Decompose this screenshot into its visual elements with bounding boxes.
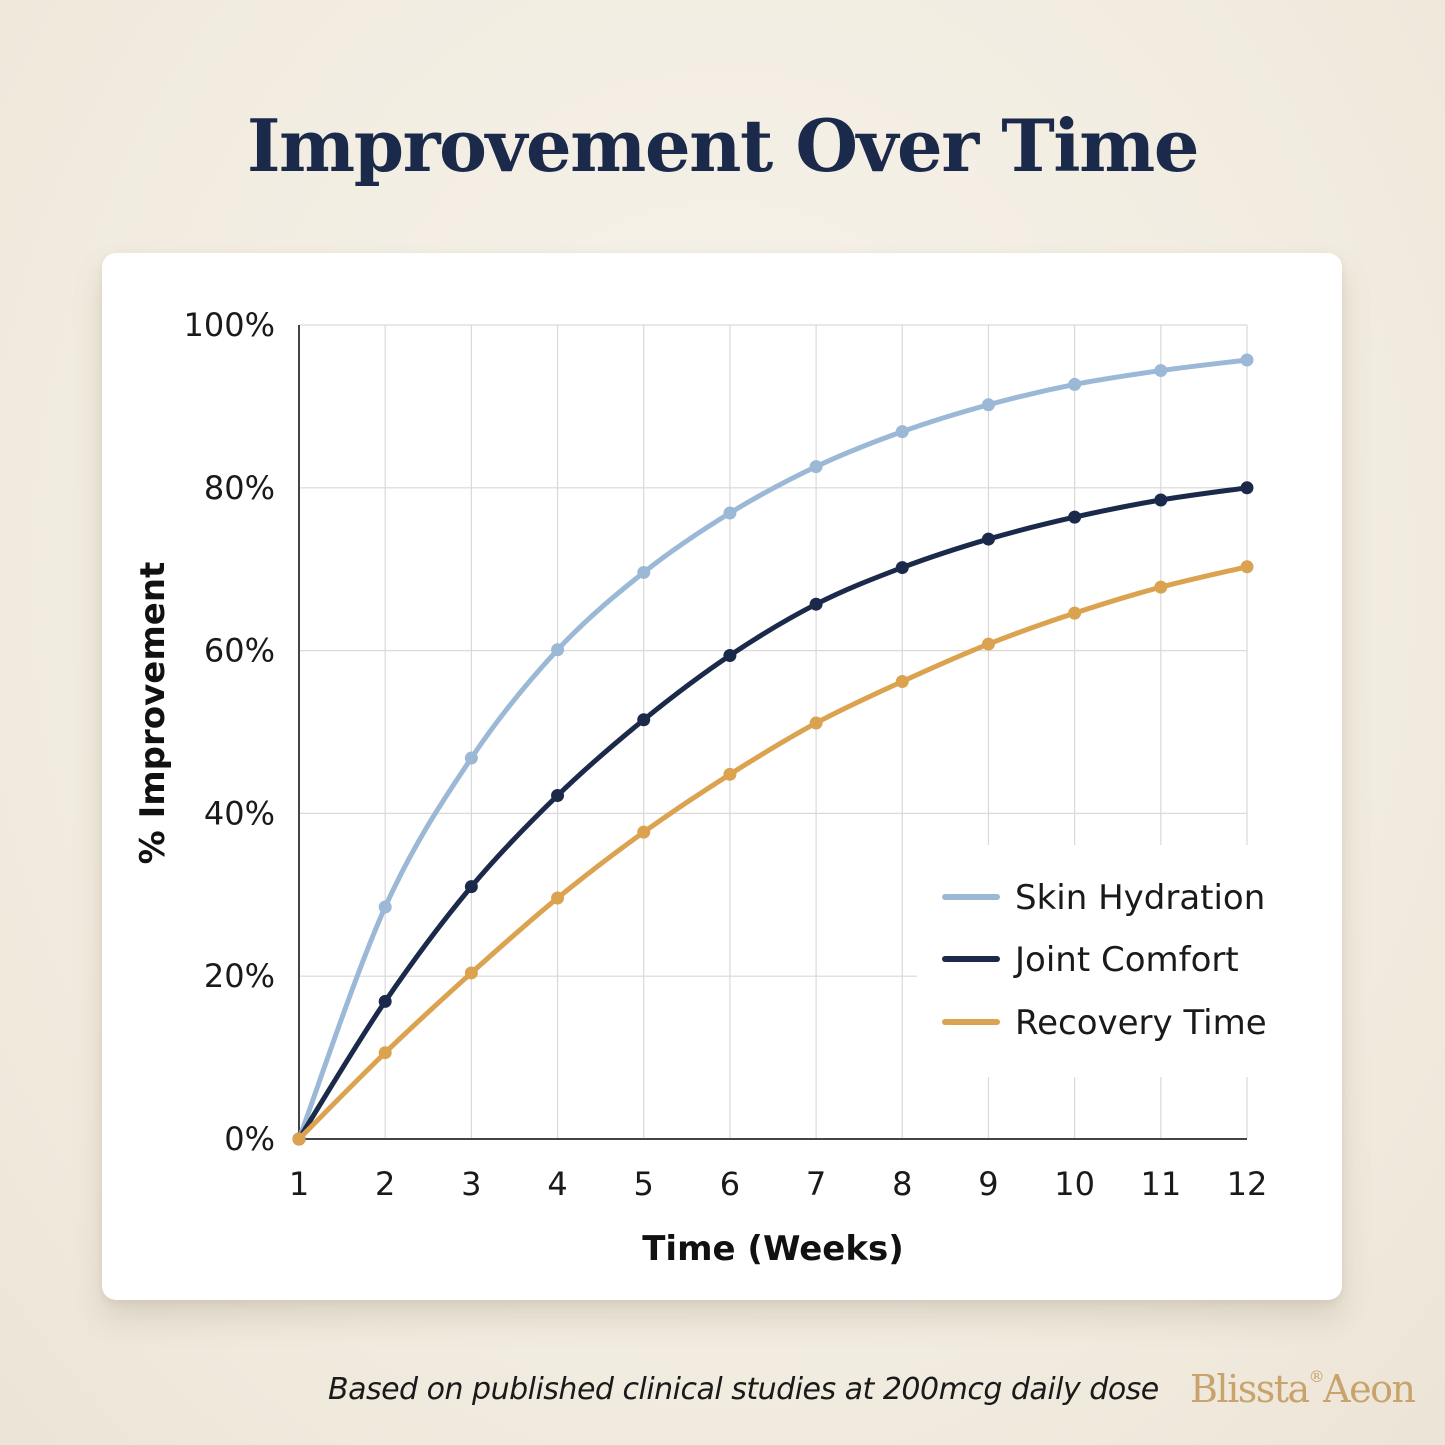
x-tick-label: 10 — [1054, 1165, 1095, 1203]
x-tick-label: 9 — [978, 1165, 998, 1203]
data-point-joint-comfort — [723, 648, 737, 662]
y-tick-label: 0% — [224, 1120, 275, 1158]
legend-label-joint-comfort: Joint Comfort — [1013, 940, 1239, 980]
data-point-recovery-time — [1240, 560, 1254, 574]
data-point-skin-hydration — [1154, 364, 1168, 378]
data-point-recovery-time — [637, 825, 651, 839]
x-tick-label: 11 — [1140, 1165, 1181, 1203]
y-tick-label: 40% — [204, 794, 275, 832]
data-point-skin-hydration — [378, 900, 392, 914]
data-point-joint-comfort — [895, 561, 909, 575]
data-point-skin-hydration — [551, 643, 565, 657]
data-point-recovery-time — [723, 767, 737, 781]
tick-labels: 0%20%40%60%80%100%1 2 3 4 5 6 7 8 9 10 11 12 — [184, 306, 1268, 1203]
x-tick-label: 3 — [461, 1165, 481, 1203]
data-point-joint-comfort — [809, 597, 823, 611]
data-point-skin-hydration — [464, 751, 478, 765]
x-tick-label: 12 — [1227, 1165, 1268, 1203]
data-point-joint-comfort — [1240, 481, 1254, 495]
axes — [298, 325, 1247, 1140]
brand-logo: Blissta®Aeon — [1190, 1367, 1416, 1411]
data-point-recovery-time — [292, 1132, 306, 1146]
series-lines — [292, 353, 1254, 1146]
data-point-joint-comfort — [378, 994, 392, 1008]
x-tick-label: 6 — [720, 1165, 740, 1203]
data-point-joint-comfort — [637, 713, 651, 727]
chart-card: 0% 20% 40% 60% 80% 100% 1 2 3 4 5 6 7 8 9 10 11 12 Time (… — [102, 253, 1342, 1300]
data-point-recovery-time — [1068, 606, 1082, 620]
y-tick-label: 80% — [204, 469, 275, 507]
data-point-recovery-time — [809, 716, 823, 730]
data-point-joint-comfort — [551, 788, 565, 802]
data-point-skin-hydration — [1240, 353, 1254, 367]
data-point-skin-hydration — [981, 398, 995, 412]
data-point-skin-hydration — [809, 460, 823, 474]
data-point-skin-hydration — [1068, 377, 1082, 391]
data-point-skin-hydration — [895, 425, 909, 439]
x-tick-label: 8 — [892, 1165, 912, 1203]
x-tick-label: 5 — [634, 1165, 654, 1203]
data-point-joint-comfort — [981, 532, 995, 546]
logo-registered-mark: ® — [1308, 1367, 1325, 1386]
y-axis-label: % Improvement — [133, 562, 173, 865]
data-point-recovery-time — [981, 637, 995, 651]
logo-text-right: Aeon — [1323, 1367, 1416, 1411]
legend-label-skin-hydration: Skin Hydration — [1015, 878, 1265, 918]
data-point-joint-comfort — [464, 880, 478, 894]
x-tick-label: 2 — [375, 1165, 395, 1203]
y-tick-label: 20% — [204, 957, 275, 995]
data-point-joint-comfort — [1068, 510, 1082, 524]
x-tick-label: 4 — [547, 1165, 567, 1203]
y-tick-label: 100% — [184, 306, 275, 344]
data-point-recovery-time — [464, 966, 478, 980]
data-point-recovery-time — [551, 891, 565, 905]
legend-label-recovery-time: Recovery Time — [1015, 1003, 1267, 1043]
data-point-skin-hydration — [723, 506, 737, 520]
y-tick-label: 60% — [204, 632, 275, 670]
data-point-recovery-time — [378, 1046, 392, 1060]
line-chart: 0%20%40%60%80%100%1 2 3 4 5 6 7 8 9 10 11 12 Time (… — [133, 306, 1297, 1269]
x-tick-label: 1 — [289, 1165, 309, 1203]
x-axis-label: Time (Weeks) — [642, 1229, 904, 1269]
data-point-recovery-time — [1154, 580, 1168, 594]
legend: Skin Hydration Joint Comfort Recovery Ti… — [917, 845, 1297, 1077]
chart-title: Improvement Over Time — [246, 103, 1200, 188]
data-point-skin-hydration — [637, 565, 651, 579]
footnote: Based on published clinical studies at 2… — [328, 1372, 1159, 1407]
data-point-joint-comfort — [1154, 493, 1168, 507]
data-point-recovery-time — [895, 675, 909, 689]
x-tick-label: 7 — [806, 1165, 826, 1203]
logo-text-left: Blissta — [1190, 1367, 1310, 1411]
